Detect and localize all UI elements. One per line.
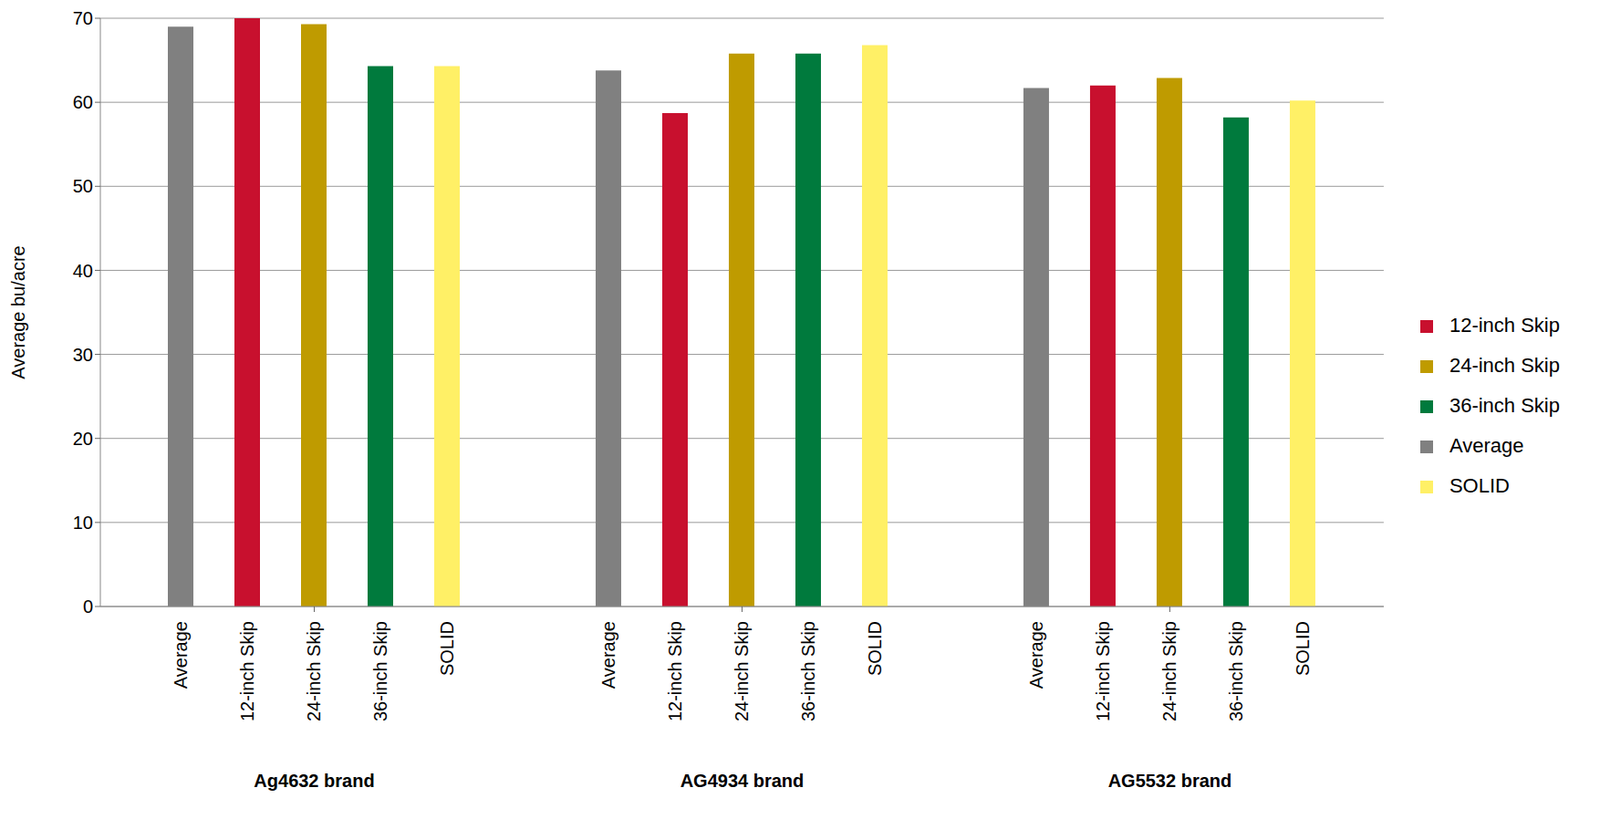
svg-text:12-inch Skip: 12-inch Skip	[237, 621, 258, 722]
svg-text:Average bu/acre: Average bu/acre	[8, 245, 29, 379]
html-text:12-inch Skip: 12-inch Skip	[1449, 313, 1560, 337]
svg-text:36-inch Skip: 36-inch Skip	[1225, 621, 1247, 722]
svg-text:70: 70	[72, 8, 94, 29]
svg-text:60: 60	[72, 92, 94, 113]
svg-text:10: 10	[72, 512, 94, 533]
svg-text:12-inch Skip: 12-inch Skip	[664, 621, 686, 722]
svg-text:0: 0	[83, 596, 94, 617]
svg-text:36-inch Skip: 36-inch Skip	[370, 621, 391, 722]
svg-text:Average: Average	[598, 621, 619, 689]
svg-text:Average: Average	[170, 621, 191, 689]
svg-text:24-inch Skip: 24-inch Skip	[303, 621, 324, 722]
svg-text:SOLID: SOLID	[1292, 621, 1313, 676]
svg-text:30: 30	[72, 344, 94, 365]
svg-text:36-inch Skip: 36-inch Skip	[798, 621, 819, 722]
html-text:SOLID: SOLID	[1449, 474, 1510, 498]
svg-text:SOLID: SOLID	[864, 621, 885, 676]
svg-text:AG4934 brand: AG4934 brand	[680, 770, 805, 791]
svg-text:24-inch Skip: 24-inch Skip	[731, 621, 752, 722]
svg-text:12-inch Skip: 12-inch Skip	[1092, 621, 1113, 722]
html-text:36-inch Skip: 36-inch Skip	[1449, 394, 1560, 417]
html-text:Average: Average	[1449, 434, 1524, 458]
svg-text:Average: Average	[1026, 621, 1047, 689]
svg-text:Ag4632 brand: Ag4632 brand	[253, 770, 375, 791]
html-text:24-inch Skip: 24-inch Skip	[1449, 353, 1560, 377]
svg-text:40: 40	[72, 260, 94, 281]
svg-text:24-inch Skip: 24-inch Skip	[1159, 621, 1180, 722]
svg-text:20: 20	[72, 428, 94, 449]
svg-text:50: 50	[72, 176, 94, 197]
svg-text:SOLID: SOLID	[436, 621, 458, 676]
svg-text:AG5532 brand: AG5532 brand	[1108, 770, 1233, 791]
